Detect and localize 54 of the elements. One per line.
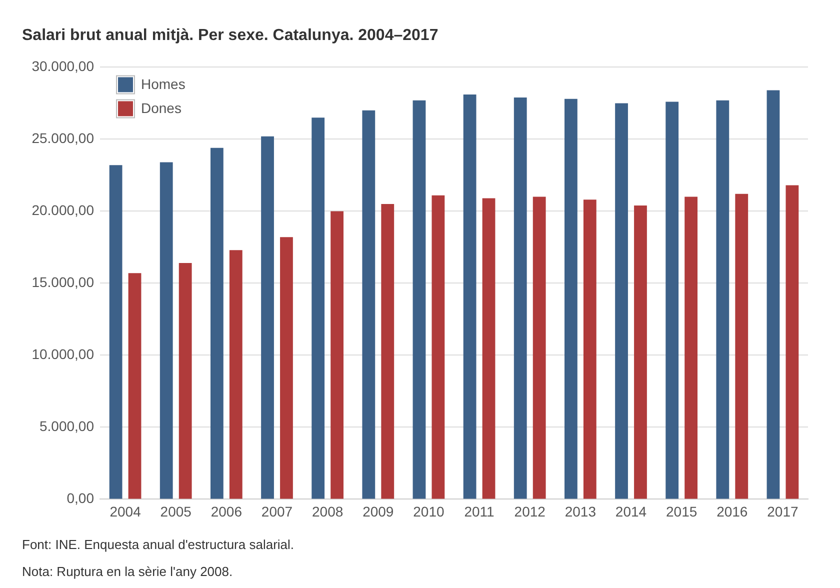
bar: [312, 118, 325, 499]
bar: [463, 94, 476, 499]
x-tick-label: 2014: [615, 503, 647, 520]
legend-label: Homes: [141, 76, 186, 92]
x-tick-label: 2006: [210, 503, 242, 520]
bar: [229, 250, 242, 499]
bar: [583, 200, 596, 499]
bar: [178, 263, 192, 499]
y-tick-label: 5.000,00: [40, 418, 94, 434]
y-tick-label: 0,00: [66, 490, 94, 506]
x-tick-label: 2005: [160, 503, 192, 520]
y-tick-label: 10.000,00: [32, 346, 94, 362]
text: Nota: Ruptura en la sèrie l'any 2008.: [22, 564, 233, 579]
bar: [766, 90, 780, 499]
bar: [210, 148, 224, 499]
text: Font: INE. Enquesta anual d'estructura salarial.: [22, 536, 294, 552]
x-tick-label: 2015: [666, 503, 698, 520]
bar: [109, 165, 122, 499]
x-tick-label: 2009: [362, 503, 394, 520]
bar: [160, 162, 173, 499]
bar: [280, 237, 293, 499]
bar: [330, 211, 344, 499]
bar: [412, 100, 426, 499]
y-tick-label: 20.000,00: [32, 202, 94, 218]
chart-title: Salari brut anual mitjà. Per sexe. Catalunya. 2004–2017: [22, 27, 438, 44]
x-tick-label: 2011: [464, 503, 495, 520]
bar: [514, 97, 527, 499]
y-tick-label: 30.000,00: [32, 58, 94, 74]
bar: [564, 98, 578, 499]
x-tick-label: 2017: [767, 503, 798, 520]
y-tick-label: 25.000,00: [32, 130, 94, 146]
y-tick-label: 15.000,00: [32, 274, 94, 290]
legend-label: Dones: [141, 100, 182, 116]
bar: [615, 103, 628, 499]
x-tick-label: 2010: [413, 503, 444, 520]
bar: [634, 205, 647, 499]
bar: [362, 110, 376, 499]
bar: [684, 196, 698, 499]
bar: [735, 194, 748, 499]
bar: [482, 198, 496, 499]
bar: [786, 185, 799, 499]
bar: [716, 100, 730, 499]
bar: [128, 273, 142, 499]
bar: [532, 196, 546, 499]
x-tick-label: 2004: [110, 503, 142, 520]
x-tick-label: 2016: [716, 503, 748, 520]
x-tick-label: 2013: [564, 503, 596, 520]
x-tick-label: 2008: [312, 503, 344, 520]
bar: [666, 102, 679, 499]
bar: [381, 204, 394, 499]
bar: [432, 195, 445, 499]
x-tick-label: 2007: [261, 503, 293, 520]
x-tick-label: 2012: [514, 503, 546, 520]
bar: [261, 136, 274, 499]
